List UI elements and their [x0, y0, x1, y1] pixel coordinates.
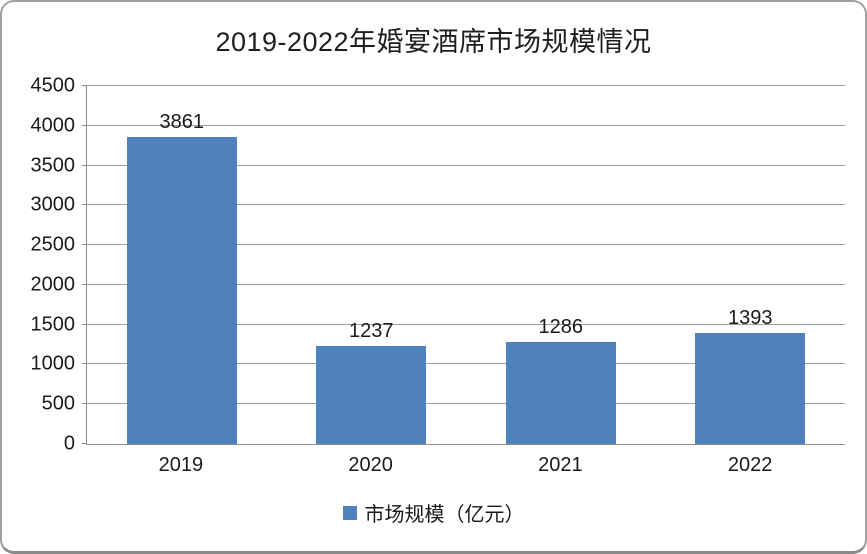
bar-value-label: 1393	[728, 307, 773, 330]
y-axis-tick-label: 1000	[30, 352, 76, 375]
legend: 市场规模（亿元）	[2, 498, 865, 527]
gridline	[87, 164, 845, 166]
y-axis-tick	[82, 85, 87, 86]
x-axis-label-2022: 2022	[727, 454, 773, 476]
y-axis-tick-label: 0	[63, 432, 75, 455]
bar-value-label: 1237	[349, 319, 394, 342]
y-axis-tick	[82, 124, 87, 126]
x-axis-label-2019: 2019	[158, 454, 204, 476]
bar-2022	[695, 333, 806, 444]
bar-value-label: 3861	[159, 110, 205, 133]
y-axis-tick-label: 2500	[30, 233, 76, 256]
bar-slot: 1286	[466, 86, 656, 444]
y-axis-tick-label: 3500	[30, 154, 76, 177]
y-axis-tick	[82, 283, 87, 285]
y-axis-tick	[82, 164, 87, 166]
y-axis-tick	[82, 443, 87, 444]
bar-slot: 1237	[277, 86, 467, 444]
chart-title: 2019-2022年婚宴酒席市场规模情况	[215, 27, 652, 57]
y-axis-tick-label: 4500	[30, 74, 76, 97]
y-axis-tick-label: 4000	[30, 114, 76, 137]
y-axis-tick	[82, 363, 87, 365]
plot-area: 0 500 1000 1500 2000 2500 3000 3500 4000 4500 386…	[31, 75, 845, 455]
y-axis-tick	[82, 244, 87, 246]
bars-layer: 3861 1237 1286 1393	[87, 86, 845, 444]
y-axis-tick	[82, 403, 87, 405]
gridline	[87, 403, 845, 405]
bar-2020	[316, 345, 427, 444]
y-axis-tick-label: 2000	[30, 273, 76, 296]
gridline	[87, 85, 845, 86]
legend-swatch-icon	[342, 505, 357, 520]
gridline	[87, 244, 845, 246]
y-axis-tick	[82, 204, 87, 206]
bar-2021	[505, 341, 616, 444]
bar-slot: 1393	[656, 86, 846, 444]
bar-slot: 3861	[87, 86, 277, 444]
y-axis-tick-label: 1500	[30, 313, 76, 336]
x-axis-label-2021: 2021	[538, 454, 583, 476]
y-axis-tick	[82, 323, 87, 325]
legend-label: 市场规模（亿元）	[364, 504, 525, 526]
gridline	[87, 283, 845, 285]
gridline	[87, 124, 845, 126]
y-axis-tick-label: 500	[41, 392, 75, 415]
gridline	[87, 204, 845, 206]
gridline	[87, 363, 845, 365]
bar-2019	[126, 136, 237, 444]
y-axis-tick-label: 3000	[30, 193, 76, 216]
x-axis-label-2020: 2020	[348, 454, 393, 476]
gridline	[87, 323, 845, 325]
x-axis-labels: 2019 2020 2021 2022	[86, 454, 845, 477]
bar-value-label: 1286	[538, 315, 584, 338]
